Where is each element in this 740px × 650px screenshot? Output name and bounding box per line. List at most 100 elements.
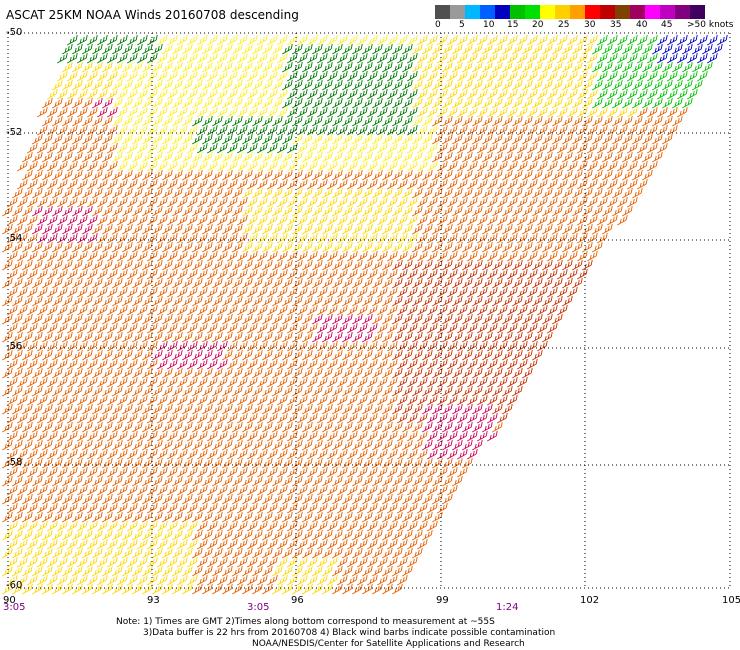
wind-barb	[537, 196, 548, 208]
wind-barb	[532, 241, 543, 253]
wind-barb	[367, 124, 378, 136]
wind-barb	[377, 34, 388, 46]
wind-barb	[167, 466, 178, 478]
wind-barb	[257, 70, 268, 82]
wind-barb	[657, 142, 668, 154]
wind-barb	[617, 214, 628, 226]
wind-barb	[482, 403, 493, 415]
wind-barb	[22, 457, 33, 469]
wind-barb	[262, 565, 273, 577]
wind-barb	[607, 34, 618, 46]
wind-barb	[17, 376, 28, 388]
wind-barb	[137, 268, 148, 280]
wind-barb	[57, 502, 68, 514]
wind-barb	[107, 574, 118, 586]
wind-barb	[182, 151, 193, 163]
wind-barb	[167, 286, 178, 298]
wind-barb	[362, 475, 373, 487]
wind-barb	[262, 439, 273, 451]
wind-barb	[72, 421, 83, 433]
wind-barb	[37, 412, 48, 424]
wind-barb	[107, 466, 118, 478]
wind-barb	[672, 43, 683, 55]
wind-barb	[222, 367, 233, 379]
wind-barb	[162, 475, 173, 487]
wind-barb	[412, 115, 423, 127]
wind-barb	[277, 520, 288, 532]
wind-barb	[442, 475, 453, 487]
wind-barb	[482, 259, 493, 271]
wind-barb	[517, 106, 528, 118]
wind-barb	[222, 403, 233, 415]
wind-barb	[597, 124, 608, 136]
wind-barb	[422, 97, 433, 109]
wind-barb	[387, 250, 398, 262]
wind-barb	[272, 547, 283, 559]
wind-barb	[582, 133, 593, 145]
wind-barb	[382, 313, 393, 325]
wind-barb	[482, 385, 493, 397]
wind-barb	[162, 403, 173, 415]
wind-barb	[532, 313, 543, 325]
wind-barb	[447, 484, 458, 496]
wind-barb	[92, 457, 103, 469]
wind-barb	[57, 538, 68, 550]
wind-barb	[517, 178, 528, 190]
wind-barb	[307, 286, 318, 298]
wind-barb	[237, 556, 248, 568]
wind-barb	[647, 124, 658, 136]
wind-barb	[417, 358, 428, 370]
wind-barb	[142, 187, 153, 199]
wind-barb	[547, 106, 558, 118]
wind-barb	[52, 277, 63, 289]
wind-barb	[207, 376, 218, 388]
wind-barb	[117, 340, 128, 352]
wind-barb	[292, 61, 303, 73]
wind-barb	[267, 502, 278, 514]
wind-barb	[222, 277, 233, 289]
wind-barb	[347, 250, 358, 262]
wind-barb	[227, 178, 238, 190]
wind-barb	[137, 70, 148, 82]
wind-barb	[517, 322, 528, 334]
wind-barb	[212, 295, 223, 307]
wind-barb	[337, 412, 348, 424]
wind-barb	[617, 142, 628, 154]
wind-barb	[137, 394, 148, 406]
wind-barb	[257, 502, 268, 514]
wind-barb	[52, 511, 63, 523]
wind-barb	[232, 349, 243, 361]
wind-barb	[32, 421, 43, 433]
wind-barb	[392, 295, 403, 307]
wind-barb	[462, 223, 473, 235]
wind-barb	[122, 349, 133, 361]
wind-barb	[77, 160, 88, 172]
wind-barb	[82, 187, 93, 199]
wind-barb	[27, 304, 38, 316]
wind-barb	[217, 160, 228, 172]
wind-barb	[117, 376, 128, 388]
wind-barb	[52, 115, 63, 127]
wind-barb	[497, 304, 508, 316]
wind-barb	[272, 565, 283, 577]
wind-barb	[127, 430, 138, 442]
wind-barb	[422, 367, 433, 379]
wind-barb	[162, 565, 173, 577]
wind-barb	[242, 565, 253, 577]
wind-barb	[527, 70, 538, 82]
wind-barb	[137, 52, 148, 64]
wind-barb	[412, 241, 423, 253]
wind-barb	[227, 340, 238, 352]
wind-barb	[412, 511, 423, 523]
wind-barb	[252, 133, 263, 145]
wind-barb	[312, 421, 323, 433]
wind-barb	[612, 61, 623, 73]
wind-barb	[127, 394, 138, 406]
wind-barb	[337, 214, 348, 226]
wind-barb	[67, 178, 78, 190]
wind-barb	[407, 268, 418, 280]
wind-barb	[632, 79, 643, 91]
wind-barb	[307, 268, 318, 280]
wind-barb	[182, 205, 193, 217]
wind-barb	[107, 304, 118, 316]
